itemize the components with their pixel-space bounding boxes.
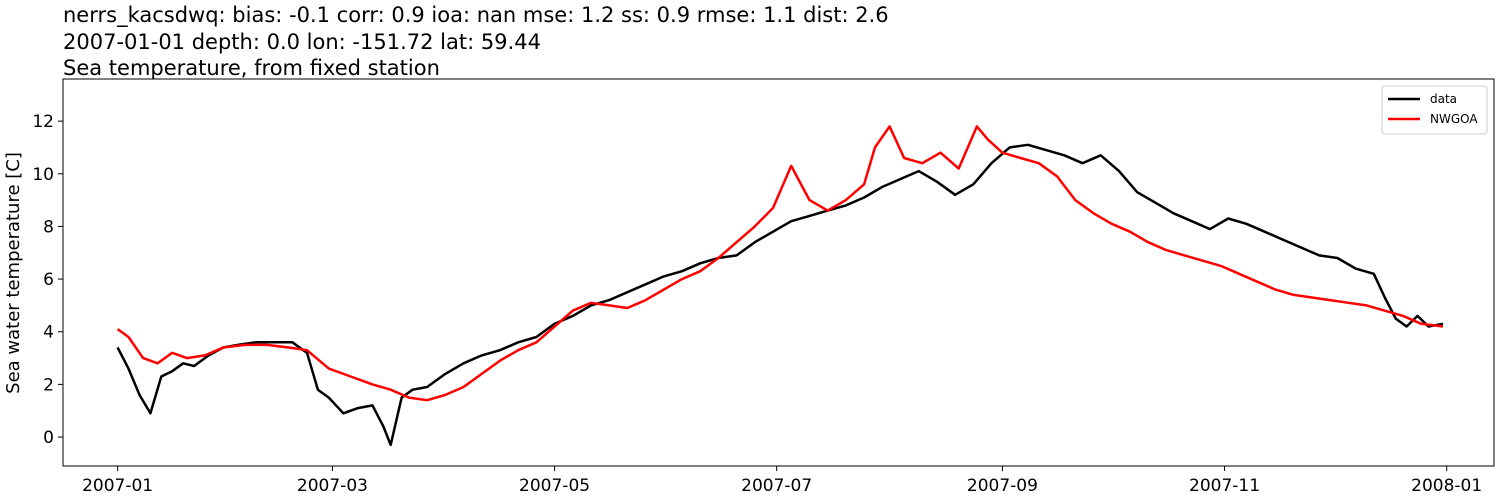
y-tick-label: 0	[43, 428, 54, 448]
y-tick-label: 10	[32, 165, 54, 185]
x-tick-label: 2007-07	[741, 476, 812, 496]
chart-title: Sea temperature, from fixed station	[63, 56, 440, 80]
plot-frame	[62, 78, 1495, 467]
x-tick-label: 2008-01	[1411, 476, 1482, 496]
y-tick-label: 12	[32, 112, 54, 132]
x-tick-label: 2007-11	[1189, 476, 1260, 496]
chart-title-stats: nerrs_kacsdwq: bias: -0.1 corr: 0.9 ioa:…	[63, 3, 889, 27]
y-tick-label: 2	[43, 375, 54, 395]
y-tick-label: 4	[43, 323, 54, 343]
legend-label-data: data	[1430, 92, 1457, 106]
x-tick-label: 2007-03	[297, 476, 368, 496]
legend: data NWGOA	[1381, 85, 1488, 135]
x-tick-label: 2007-01	[82, 476, 153, 496]
x-tick-label: 2007-05	[519, 476, 590, 496]
legend-label-nwgoa: NWGOA	[1430, 112, 1478, 126]
series-line-nwgoa	[116, 125, 1444, 402]
x-tick-label: 2007-09	[967, 476, 1038, 496]
chart-title-location: 2007-01-01 depth: 0.0 lon: -151.72 lat: …	[63, 30, 541, 54]
y-tick-label: 8	[43, 217, 54, 237]
y-tick-label: 6	[43, 270, 54, 290]
y-axis-label: Sea water temperature [C]	[3, 152, 24, 394]
